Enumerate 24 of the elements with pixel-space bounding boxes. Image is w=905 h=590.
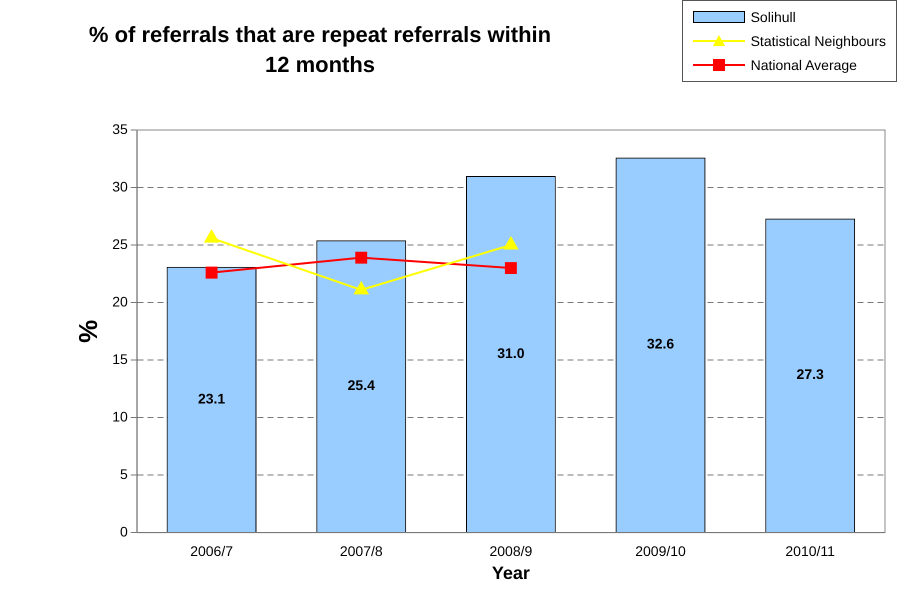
data-label: 23.1: [198, 390, 226, 406]
y-tick-label: 10: [112, 408, 128, 424]
y-tick-label: 30: [112, 178, 128, 194]
y-tick-label: 15: [112, 350, 128, 367]
y-tick-label: 20: [112, 293, 128, 310]
x-tick-label: 2010/11: [785, 542, 836, 559]
x-tick-label: 2006/7: [190, 542, 234, 559]
x-tick-label: 2009/10: [635, 542, 686, 559]
chart-title: % of referrals that are repeat referrals within 12 months: [88, 21, 552, 79]
data-label: 27.3: [796, 366, 824, 382]
legend-label: National Average: [750, 57, 857, 73]
y-axis-title: %: [72, 320, 103, 343]
data-label: 31.0: [497, 344, 525, 361]
x-tick-label: 2008/9: [489, 542, 533, 559]
data-label: 25.4: [348, 377, 376, 394]
y-tick-label: 35: [112, 120, 128, 137]
x-axis-title: Year: [492, 563, 530, 584]
y-tick-label: 25: [112, 236, 128, 252]
x-tick-label: 2007/8: [340, 542, 383, 559]
y-tick-label: 0: [120, 523, 128, 540]
legend-label: Solihull: [750, 9, 796, 25]
legend-label: Statistical Neighbours: [750, 33, 886, 49]
data-label: 32.6: [646, 336, 674, 352]
y-tick-label: 5: [120, 466, 128, 482]
